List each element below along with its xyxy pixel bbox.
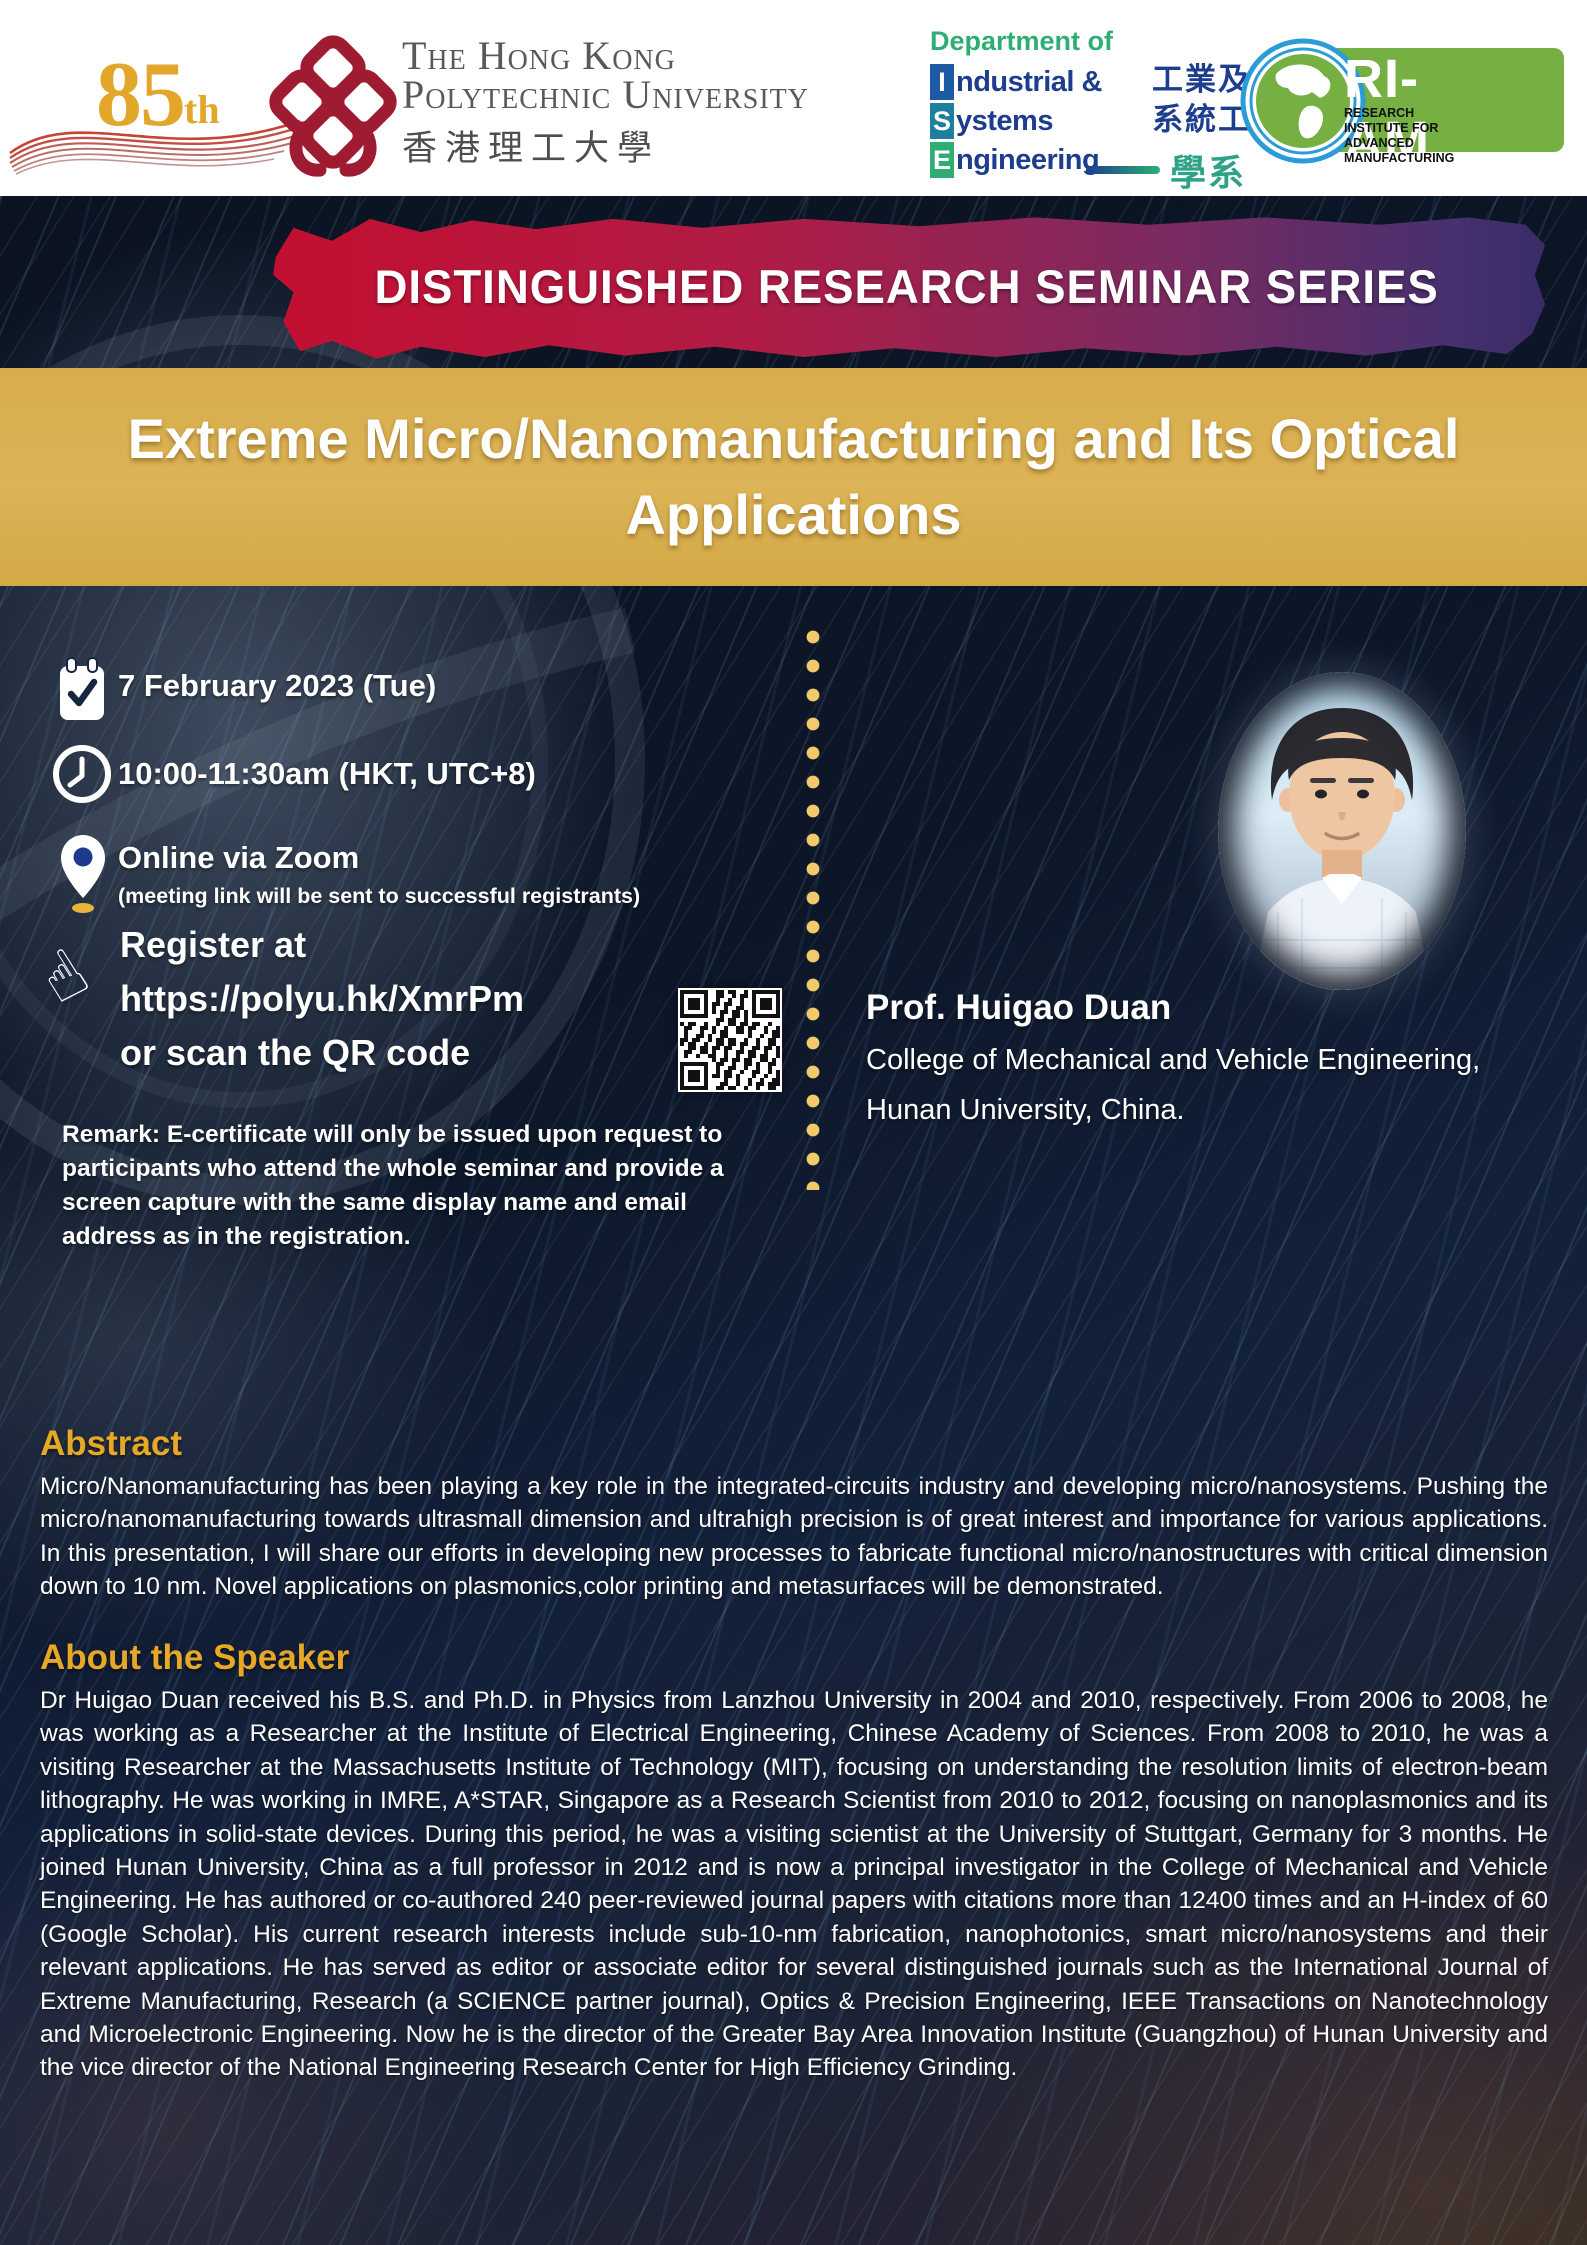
- speaker-affiliation-line2: Hunan University, China.: [866, 1094, 1185, 1126]
- title-band: Extreme Micro/Nanomanufacturing and Its …: [0, 368, 1587, 586]
- register-url[interactable]: https://polyu.hk/XmrPm: [120, 978, 525, 1019]
- ise-department-logo: Department of I ndustrial & S ystems E n…: [930, 26, 1113, 180]
- speaker-photo: [1218, 672, 1466, 990]
- ise-line-systems: S ystems: [930, 102, 1113, 140]
- seminar-title-line1: Extreme Micro/Nanomanufacturing and Its …: [127, 407, 1460, 470]
- header: 85 th The Hong Kong Polytechnic Universi…: [0, 0, 1587, 196]
- university-name-line2: Polytechnic University: [402, 72, 809, 117]
- speaker-name: Prof. Huigao Duan: [866, 988, 1172, 1027]
- dotted-divider: [806, 630, 820, 1190]
- polyu-crest-logo: [269, 35, 397, 177]
- ise-line-industrial: I ndustrial &: [930, 63, 1113, 101]
- anniversary-number: 85: [96, 43, 186, 145]
- event-date: 7 February 2023 (Tue): [118, 668, 437, 703]
- riam-subtitle: RESEARCH INSTITUTE FOR ADVANCED MANUFACT…: [1344, 106, 1455, 165]
- clock-icon: [53, 745, 111, 803]
- university-name-line1: The Hong Kong: [402, 33, 676, 78]
- calendar-icon: [60, 657, 104, 720]
- event-venue: Online via Zoom: [118, 840, 360, 875]
- abstract-heading: Abstract: [40, 1424, 182, 1463]
- about-speaker-heading: About the Speaker: [40, 1638, 350, 1677]
- location-pin-icon: [61, 835, 105, 913]
- department-of-label: Department of: [930, 26, 1114, 56]
- register-qr-hint: or scan the QR code: [120, 1032, 471, 1073]
- event-time: 10:00-11:30am (HKT, UTC+8): [118, 756, 536, 791]
- anniversary-suffix: th: [184, 87, 220, 132]
- anniversary-swoosh: [9, 119, 301, 175]
- series-banner-text: DISTINGUISHED RESEARCH SEMINAR SERIES: [374, 260, 1439, 313]
- about-speaker-body: Dr Huigao Duan received his B.S. and Ph.…: [40, 1687, 1548, 2082]
- speaker-affiliation-line1: College of Mechanical and Vehicle Engine…: [866, 1044, 1481, 1076]
- qr-code: [678, 988, 782, 1092]
- gradient-dash: [1086, 166, 1160, 174]
- ise-tile-s: S: [930, 103, 954, 139]
- register-label: Register at: [120, 924, 307, 965]
- anniversary-85th-logo: 85 th: [96, 43, 220, 145]
- riam-globe-icon: [1240, 38, 1366, 164]
- ise-tile-e: E: [930, 142, 954, 178]
- abstract-body: Micro/Nanomanufacturing has been playing…: [40, 1473, 1548, 1601]
- event-venue-note: (meeting link will be sent to successful…: [118, 884, 641, 908]
- ise-department-chinese: 工業及 系統工程 學系: [1086, 60, 1284, 196]
- remark-text: Remark: E-certificate will only be issue…: [62, 1121, 724, 1250]
- riam-acronym: RI-AM: [1344, 49, 1430, 171]
- university-wordmark: The Hong Kong Polytechnic University 香港理…: [402, 36, 809, 171]
- globe-watermark: [0, 315, 645, 1205]
- university-name-chinese: 香港理工大學: [402, 129, 661, 168]
- ise-line-engineering: E ngineering: [930, 141, 1113, 179]
- series-banner: DISTINGUISHED RESEARCH SEMINAR SERIES: [273, 217, 1545, 359]
- ise-tile-i: I: [930, 64, 954, 100]
- seminar-title-line2: Applications: [625, 483, 962, 546]
